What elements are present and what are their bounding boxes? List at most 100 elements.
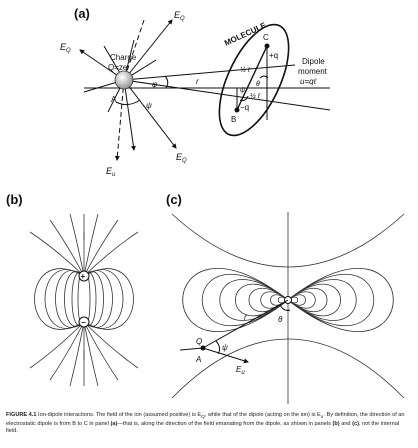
charge-sphere	[114, 70, 134, 90]
dipole-lobe-right	[287, 291, 316, 309]
phi-arc	[164, 75, 169, 89]
theta-label: θ	[256, 81, 260, 88]
r-label-c: r	[244, 313, 247, 322]
positive-charge	[78, 270, 90, 282]
psi-label: ψ	[146, 101, 152, 110]
open-line-bottom	[49, 321, 85, 381]
dipole-label: Dipole	[302, 57, 325, 66]
figure-caption: FIGURE 4.1 Ion-dipole interactions. The …	[6, 412, 412, 436]
dipole-lobe-right	[287, 273, 375, 327]
caption-panel-c-ref: (c)	[352, 420, 359, 427]
moment-formula: u=qℓ	[300, 77, 317, 86]
plus-q-label: +q	[269, 51, 278, 60]
caption-panel-b-ref: (b)	[332, 420, 340, 427]
dipole-lobe-left	[235, 283, 289, 317]
psi-direction-arrow	[123, 79, 136, 151]
molecule-ellipse	[218, 23, 290, 137]
minus-q-label: −q	[240, 103, 249, 112]
caption-text-3: . By definition, the direction of an ele…	[6, 412, 405, 427]
theta-arc	[259, 75, 269, 79]
caption-text-2: , while that of the dipole (acting on th…	[204, 412, 321, 418]
outer-arc-bottom	[171, 338, 405, 399]
open-line-bottom	[69, 321, 85, 387]
q-label: Q	[196, 337, 202, 346]
open-line-bottom	[29, 321, 85, 369]
a-label: A	[195, 355, 201, 364]
caption-and: and	[339, 420, 353, 427]
open-line-top	[49, 219, 85, 277]
panel-c-field-lines	[171, 212, 405, 404]
point-c-dot	[264, 43, 270, 49]
phi-label: φ	[152, 80, 157, 89]
open-line-bottom	[83, 321, 99, 387]
field-line-left	[44, 269, 85, 329]
eq-left-label: EQ	[60, 42, 71, 54]
eq-arrow-bottom	[123, 79, 177, 149]
open-line-top	[29, 231, 85, 277]
panel-c-label: (c)	[166, 192, 182, 207]
caption-text-1: Ion-dipole interactions. The field of th…	[38, 412, 202, 418]
point-a-label: A	[111, 95, 117, 104]
line-a-to-c	[123, 64, 296, 81]
caption-text-5: , not the internal field.	[6, 420, 400, 435]
panel-b-label: (b)	[6, 192, 23, 207]
psi2-label: ψ	[240, 87, 245, 94]
incoming-field-arrow	[179, 346, 205, 351]
open-line-top	[83, 219, 119, 277]
theta-arc-c	[279, 304, 291, 311]
moment-label: moment	[298, 67, 328, 76]
open-line-bottom	[83, 321, 119, 381]
caption-text-4: —that is, along the direction of the fie…	[117, 420, 333, 427]
dipole-bar	[236, 45, 268, 111]
panel-b-field-lines	[29, 213, 139, 387]
eq-top-label: EQ	[174, 10, 185, 22]
psi-arc-c	[215, 340, 221, 355]
line-a-to-far	[123, 79, 331, 111]
panel-c: (c) Q A r ψ θ Eu	[166, 192, 405, 404]
field-line-left	[34, 268, 85, 330]
charge-formula: Q=ze	[108, 63, 128, 72]
half-l-label-2: ½ ℓ	[250, 92, 261, 100]
eu-dash-top	[123, 19, 145, 81]
charge-label: Charge	[110, 53, 137, 62]
eu-label: Eu	[106, 166, 116, 178]
theta-label-c: θ	[278, 315, 283, 324]
caption-panel-a-ref: (a)	[110, 420, 118, 427]
dipole-lobe-right	[287, 283, 341, 317]
panel-a: (a) EQ EQ	[60, 6, 331, 178]
point-b-label: B	[231, 115, 236, 124]
open-line-bottom	[83, 321, 139, 369]
open-line-top	[83, 213, 99, 277]
eq-arrow-top	[123, 19, 173, 81]
field-line-right	[83, 268, 134, 330]
eu-arrow	[114, 79, 125, 161]
r-vector-line	[202, 299, 289, 349]
eu-vector	[202, 347, 249, 364]
eq-bottom-label: EQ	[176, 152, 187, 164]
caption-sub-q: Q	[201, 414, 205, 420]
minus-sign: −	[81, 318, 86, 327]
caption-sub-u: u	[320, 414, 324, 420]
eu-label-c: Eu	[236, 365, 245, 376]
dipole-lobe-left	[260, 291, 289, 309]
psi2-arc	[239, 95, 249, 101]
point-b-dot	[234, 107, 240, 113]
psi-arc	[115, 99, 141, 106]
panel-a-label: (a)	[74, 6, 90, 21]
dipole-lobe-right	[287, 279, 357, 321]
outer-arc-top	[171, 213, 405, 268]
charge-q-dot	[200, 345, 206, 351]
half-l-label-1: ½ ℓ	[240, 66, 251, 74]
plus-sign: +	[81, 272, 86, 281]
point-c-label: C	[263, 33, 269, 42]
negative-charge	[78, 316, 90, 328]
panel-b: (b) + −	[6, 192, 139, 387]
field-line-right	[83, 269, 124, 329]
psi-label-c: ψ	[222, 343, 228, 352]
open-line-top	[83, 231, 139, 277]
open-line-top	[69, 213, 85, 277]
caption-figure-number: FIGURE 4.1	[6, 412, 37, 418]
r-label: r	[196, 77, 199, 86]
dipole-lobe-right	[287, 287, 328, 313]
